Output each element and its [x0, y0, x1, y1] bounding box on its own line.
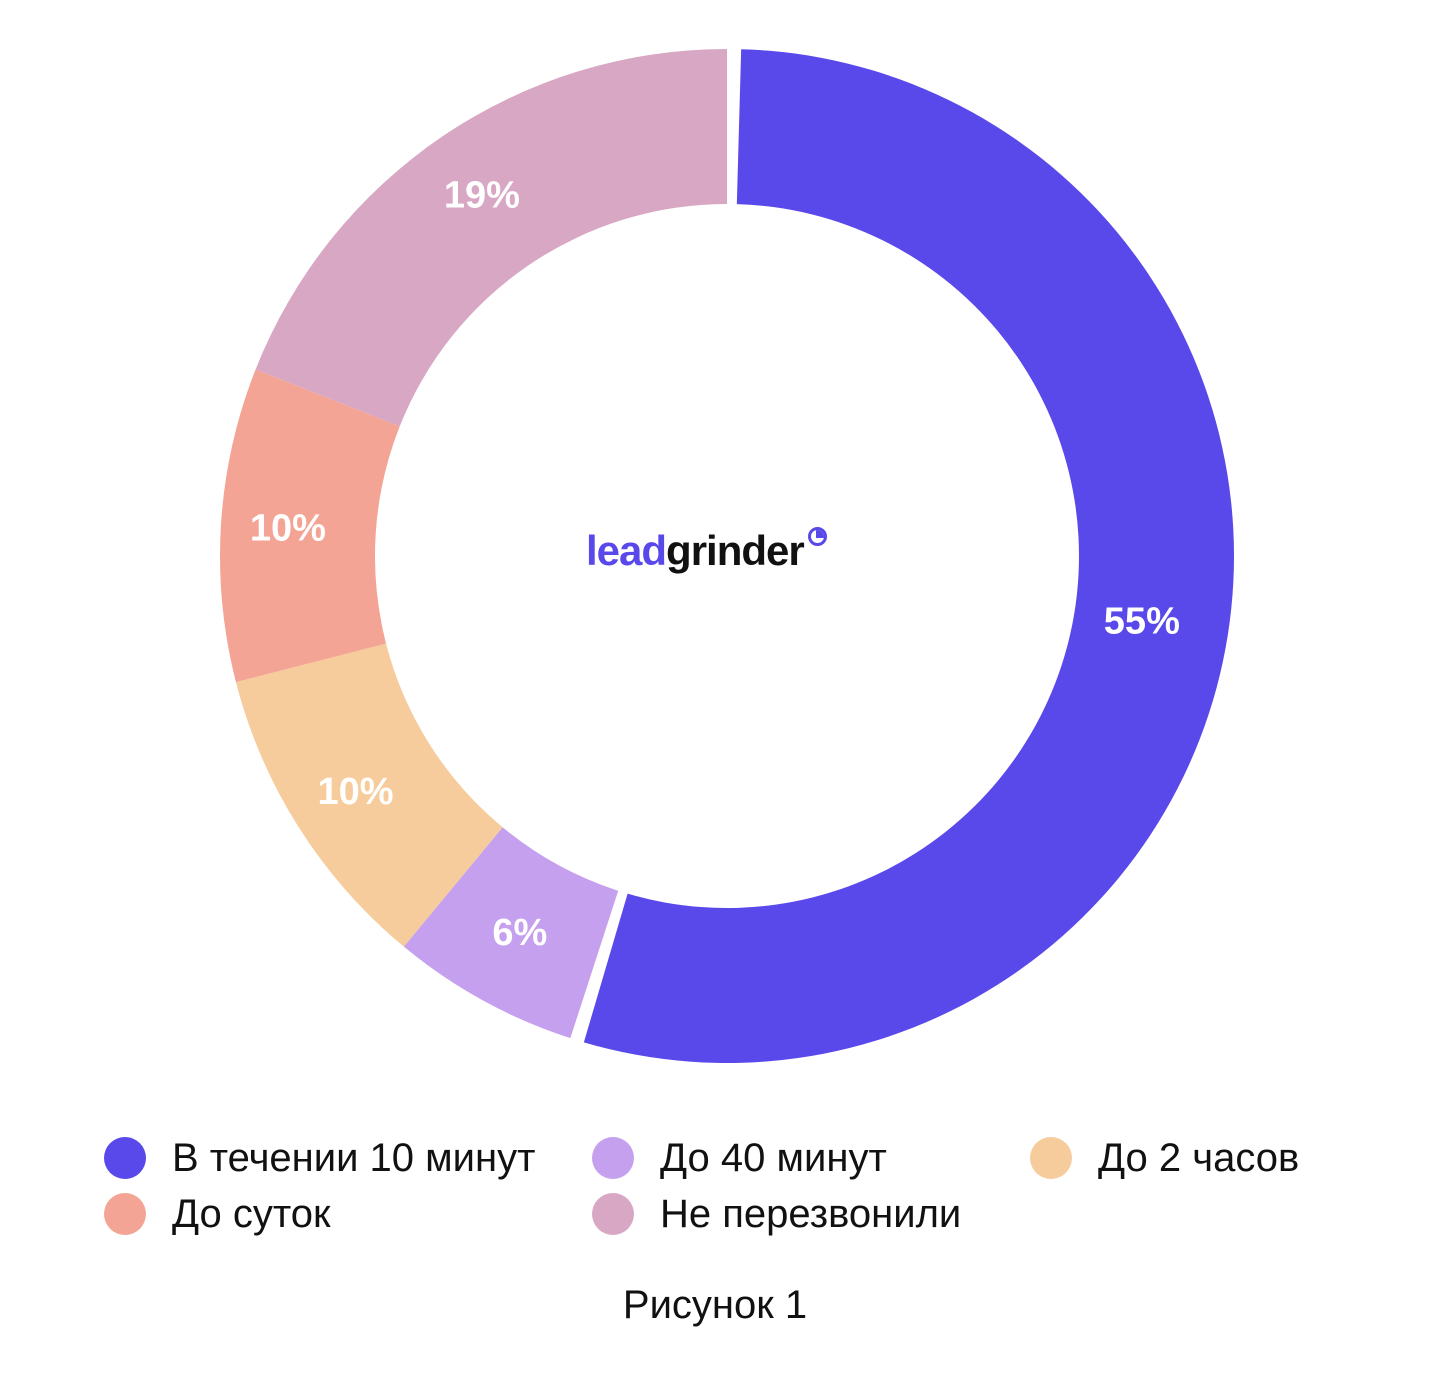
logo-mark-icon [807, 527, 827, 546]
leadgrinder-logo: leadgrinder [586, 526, 827, 576]
slice-label-3: 10% [250, 507, 326, 549]
slice-label-1: 6% [492, 912, 547, 954]
figure-caption: Рисунок 1 [622, 1283, 808, 1327]
legend-label: До суток [172, 1191, 331, 1236]
slice-label-4: 19% [444, 174, 520, 216]
legend-item-no-callback: Не перезвонили [592, 1188, 961, 1240]
donut-slice-0 [583, 49, 1234, 1063]
legend-swatch [104, 1137, 146, 1179]
slice-label-0: 55% [1104, 601, 1180, 643]
logo-text-grinder: grinder [666, 527, 805, 574]
slice-label-2: 10% [317, 771, 393, 813]
legend-swatch [104, 1193, 146, 1235]
donut-slice-1 [403, 827, 619, 1039]
chart-legend: В течении 10 минут До 40 минут До 2 часо… [104, 1132, 1364, 1252]
legend-item-2-hours: До 2 часов [1030, 1132, 1299, 1184]
legend-item-day: До суток [104, 1188, 331, 1240]
legend-item-40-min: До 40 минут [592, 1132, 887, 1184]
legend-swatch [592, 1193, 634, 1235]
legend-swatch [592, 1137, 634, 1179]
legend-swatch [1030, 1137, 1072, 1179]
logo-text-lead: lead [586, 527, 667, 574]
legend-label: В течении 10 минут [172, 1135, 536, 1180]
legend-item-10-min: В течении 10 минут [104, 1132, 535, 1184]
legend-label: До 2 часов [1098, 1135, 1300, 1180]
donut-slice-2 [235, 643, 503, 947]
legend-label: До 40 минут [660, 1135, 887, 1180]
donut-slice-4 [255, 49, 727, 427]
donut-slice-3 [220, 369, 400, 683]
donut-chart: 55% 6% 10% 10% 19% [220, 49, 1234, 1063]
legend-label: Не перезвонили [660, 1191, 962, 1236]
